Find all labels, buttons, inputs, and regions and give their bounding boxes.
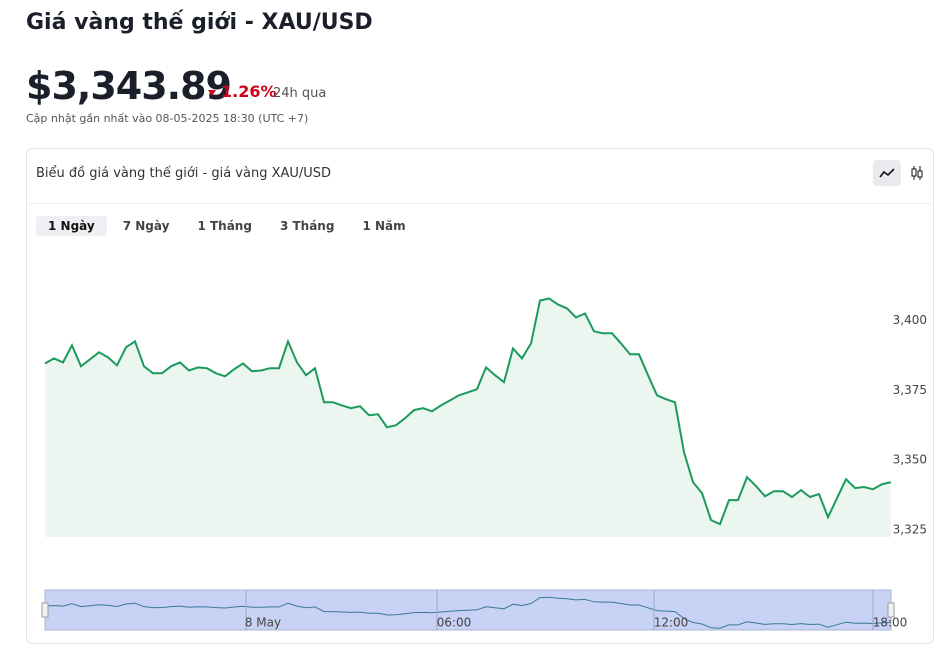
navigator-label: 06:00 — [437, 616, 472, 630]
y-tick-label: 3,375 — [893, 383, 927, 397]
navigator-label: 18:00 — [873, 616, 908, 630]
line — [44, 297, 892, 526]
separator — [27, 203, 933, 204]
y-tick-label: 3,350 — [893, 453, 927, 467]
change-period: 24h qua — [273, 86, 327, 101]
down-arrow — [208, 90, 216, 96]
area — [45, 298, 891, 537]
candle-chart-button[interactable] — [903, 160, 931, 186]
y-tick-label: 3,325 — [893, 523, 927, 537]
range-tab[interactable]: 1 Tháng — [197, 219, 252, 233]
chart-type-switch — [873, 160, 931, 186]
range-tab[interactable]: 1 Năm — [362, 219, 406, 233]
navigator-line — [44, 596, 892, 629]
navigator-handle[interactable] — [887, 602, 895, 618]
chart-card: Biểu đồ giá vàng thế giới - giá vàng XAU… — [26, 148, 934, 644]
y-tick-label: 3,400 — [893, 313, 927, 327]
change: 1.26% — [221, 82, 277, 101]
page-title: Giá vàng thế giới - XAU/USD — [26, 10, 373, 35]
price: $3,343.89 — [26, 64, 232, 108]
range-tabs: 1 Ngày 7 Ngày 1 Tháng 3 Tháng 1 Năm — [36, 216, 418, 236]
navigator-label: 8 May — [245, 616, 281, 630]
line-chart-button[interactable] — [873, 160, 901, 186]
navigator-handle[interactable] — [41, 602, 49, 618]
range-tab[interactable]: 3 Tháng — [279, 219, 335, 233]
card-title: Biểu đồ giá vàng thế giới - giá vàng XAU… — [36, 166, 332, 181]
navigator-label: 12:00 — [654, 616, 689, 630]
updated: Cập nhật gần nhất vào 08-05-2025 18:30 (… — [26, 112, 309, 125]
range-tab[interactable]: 1 Ngày — [36, 216, 107, 236]
range-tab[interactable]: 7 Ngày — [122, 219, 170, 233]
